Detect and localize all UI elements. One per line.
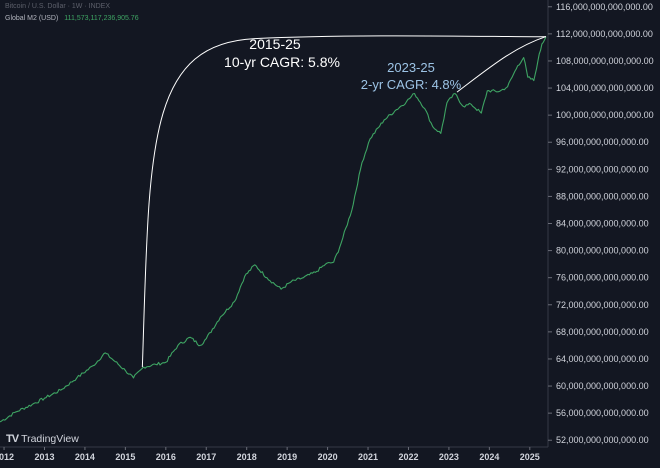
x-tick-label: 2016 xyxy=(156,452,176,462)
series-legend: Global M2 (USD) 111,573,117,236,905.76 xyxy=(5,15,139,22)
y-tick-label: 60,000,000,000,000.00 xyxy=(556,381,649,391)
annotation-1-cagr: 10-yr CAGR: 5.8% xyxy=(224,54,340,70)
annotation-2-period: 2023-25 xyxy=(387,60,435,75)
tradingview-logo-text: TradingView xyxy=(21,433,79,445)
y-tick-label: 72,000,000,000,000.00 xyxy=(556,300,649,310)
y-tick-label: 100,000,000,000,000.00 xyxy=(556,110,654,120)
x-tick-label: 2015 xyxy=(115,452,135,462)
x-tick-label: 2017 xyxy=(196,452,216,462)
y-tick-label: 116,000,000,000,000.00 xyxy=(556,2,653,12)
x-tick-label: 2025 xyxy=(520,452,540,462)
series-line-0 xyxy=(0,36,547,423)
x-axis: 2012 2013 2014 2015 2016 2017 2018 2019 2020 2021… xyxy=(0,446,548,462)
plot-area xyxy=(0,36,547,423)
x-tick-label: 2020 xyxy=(318,452,338,462)
series-value: 111,573,117,236,905.76 xyxy=(64,15,139,22)
x-tick-label: 2013 xyxy=(34,452,54,462)
y-tick-label: 108,000,000,000,000.00 xyxy=(556,56,654,66)
y-tick-label: 96,000,000,000,000.00 xyxy=(556,137,649,147)
y-tick-label: 104,000,000,000,000.00 xyxy=(556,83,654,93)
x-tick-label: 2021 xyxy=(358,452,378,462)
y-tick-label: 76,000,000,000,000.00 xyxy=(556,273,649,283)
x-tick-label: 2024 xyxy=(479,452,499,462)
symbol-line: Bitcoin / U.S. Dollar · 1W · INDEX xyxy=(5,3,111,10)
tradingview-logo[interactable]: TV TradingView xyxy=(6,433,79,445)
x-tick-label: 2012 xyxy=(0,452,14,462)
y-tick-label: 80,000,000,000,000.00 xyxy=(556,246,649,256)
series-label: Global M2 (USD) xyxy=(5,15,59,22)
y-tick-label: 92,000,000,000,000.00 xyxy=(556,164,649,174)
x-tick-label: 2019 xyxy=(277,452,297,462)
annotation-arc-2015-25 xyxy=(141,35,547,368)
x-tick-label: 2023 xyxy=(439,452,459,462)
tradingview-icon: TV xyxy=(6,433,19,445)
y-tick-label: 88,000,000,000,000.00 xyxy=(556,191,649,201)
y-tick-label: 112,000,000,000,000.00 xyxy=(556,29,653,39)
x-tick-label: 2022 xyxy=(398,452,418,462)
y-axis: 52,000,000,000,000.00 56,000,000,000,000.… xyxy=(547,0,654,447)
x-tick-label: 2018 xyxy=(237,452,257,462)
annotation-arc-2023-25 xyxy=(456,36,547,93)
y-tick-label: 52,000,000,000,000.00 xyxy=(556,435,649,445)
annotation-2-cagr: 2-yr CAGR: 4.8% xyxy=(361,77,462,92)
y-tick-label: 64,000,000,000,000.00 xyxy=(556,354,649,364)
x-tick-label: 2014 xyxy=(75,452,95,462)
y-tick-label: 68,000,000,000,000.00 xyxy=(556,327,649,337)
annotation-1-period: 2015-25 xyxy=(249,36,301,52)
annotations: 2015-25 10-yr CAGR: 5.8% 2023-25 2-yr CAGR:… xyxy=(141,35,547,368)
y-tick-label: 84,000,000,000,000.00 xyxy=(556,219,649,229)
y-tick-label: 56,000,000,000,000.00 xyxy=(556,408,649,418)
